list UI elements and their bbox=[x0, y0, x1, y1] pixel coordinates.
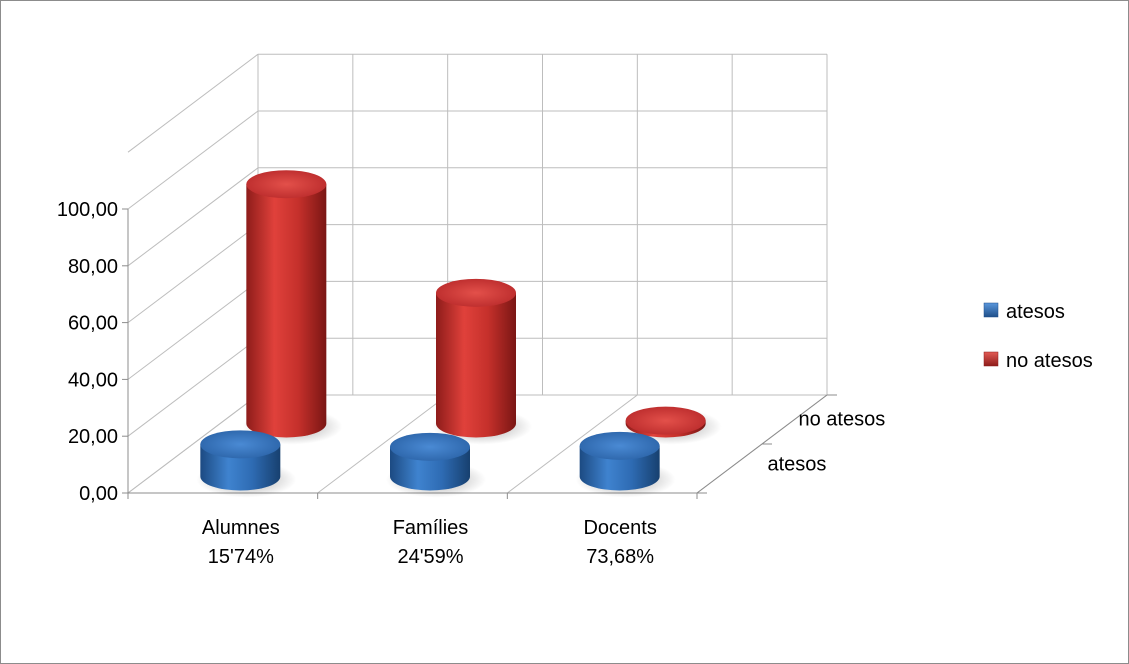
bar-no-atesos-2-top bbox=[625, 406, 706, 435]
grid-line-side bbox=[127, 110, 259, 210]
bar-atesos-2 bbox=[575, 431, 676, 498]
label-layer: 0,00 20,00 40,00 60,00 80,00 100,00 no atesos a… bbox=[57, 199, 885, 568]
grid-line-side bbox=[127, 167, 259, 267]
grid-line-side bbox=[127, 281, 259, 380]
y-tick-label: 100,00 bbox=[57, 199, 118, 221]
depth-label-front: atesos bbox=[768, 454, 827, 476]
bar-no-atesos-1-body bbox=[436, 292, 516, 438]
bar-no-atesos-1 bbox=[432, 278, 532, 445]
floor-line bbox=[127, 394, 259, 494]
x-category-label: 73,68% bbox=[586, 546, 654, 568]
y-tick-label: 20,00 bbox=[68, 426, 118, 448]
depth-label-back: no atesos bbox=[799, 409, 886, 431]
grid-line-side bbox=[127, 224, 259, 323]
bar-atesos-1-top bbox=[390, 432, 470, 461]
bar-atesos-1 bbox=[386, 432, 486, 498]
legend-label-no-atesos: no atesos bbox=[1006, 350, 1093, 372]
legend: atesos no atesos bbox=[983, 301, 1093, 372]
legend-item-atesos: atesos bbox=[983, 301, 1065, 323]
bar-layer bbox=[196, 170, 722, 498]
bar-no-atesos-0-body bbox=[246, 184, 327, 438]
x-category-label: Famílies bbox=[393, 517, 469, 539]
legend-item-no-atesos: no atesos bbox=[983, 350, 1093, 372]
bar-no-atesos-1-top bbox=[436, 278, 516, 307]
floor-line bbox=[507, 394, 638, 494]
bar-atesos-0-top bbox=[200, 430, 281, 459]
grid-line-side bbox=[127, 53, 259, 153]
y-tick-label: 80,00 bbox=[68, 256, 118, 278]
y-tick-label: 40,00 bbox=[68, 369, 118, 391]
legend-label-atesos: atesos bbox=[1006, 301, 1065, 323]
bar-atesos-0 bbox=[196, 430, 297, 498]
bar-no-atesos-0-top bbox=[246, 170, 327, 199]
x-category-label: Docents bbox=[583, 517, 656, 539]
bar-atesos-2-top bbox=[579, 431, 660, 460]
legend-swatch-no-atesos bbox=[983, 351, 999, 367]
y-tick-label: 0,00 bbox=[79, 483, 118, 505]
legend-swatch-atesos bbox=[983, 302, 999, 318]
y-tick-label: 60,00 bbox=[68, 313, 118, 335]
floor-line bbox=[317, 394, 448, 494]
x-category-label: 15'74% bbox=[208, 546, 274, 568]
x-category-label: Alumnes bbox=[202, 517, 280, 539]
x-category-label: 24'59% bbox=[397, 546, 463, 568]
grid-line-side bbox=[127, 337, 259, 437]
